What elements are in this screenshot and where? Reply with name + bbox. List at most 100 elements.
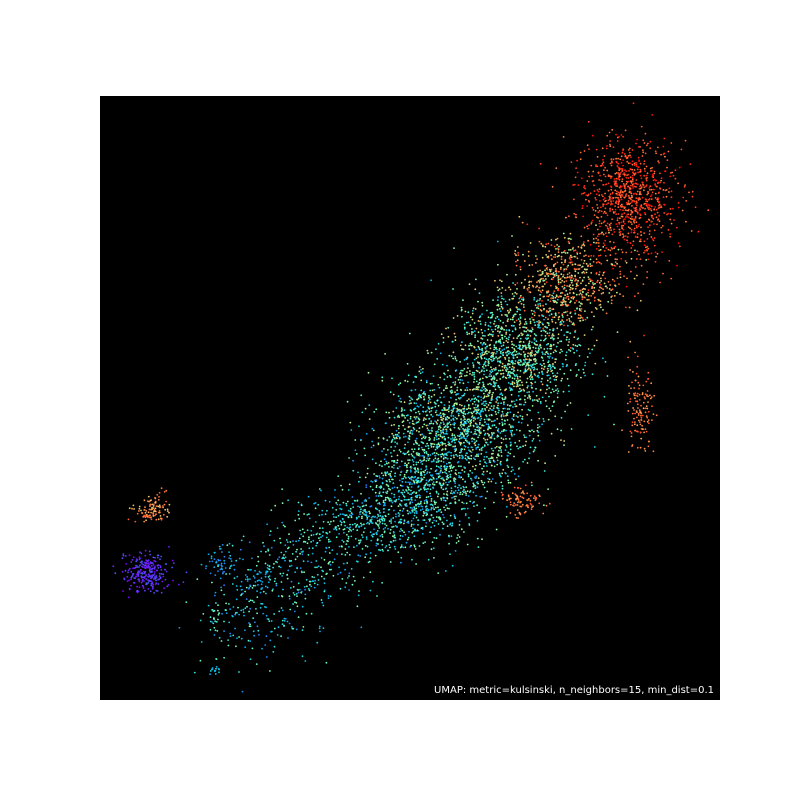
scatter-point — [482, 367, 485, 370]
scatter-point — [625, 261, 628, 264]
scatter-point — [569, 284, 571, 286]
scatter-point — [490, 464, 493, 467]
scatter-point — [466, 432, 469, 435]
scatter-point — [608, 231, 610, 234]
scatter-point — [587, 348, 590, 350]
scatter-point — [504, 423, 506, 425]
scatter-point — [620, 206, 623, 208]
scatter-point — [509, 351, 512, 354]
scatter-point — [491, 355, 493, 358]
scatter-point — [670, 277, 673, 280]
scatter-point — [427, 447, 430, 450]
scatter-point — [539, 278, 542, 281]
scatter-point — [537, 376, 540, 379]
scatter-point — [565, 280, 568, 282]
scatter-point — [321, 535, 324, 537]
scatter-point — [489, 312, 492, 314]
scatter-point — [539, 293, 541, 296]
scatter-point — [495, 356, 497, 358]
scatter-point — [449, 467, 452, 470]
scatter-point — [373, 473, 375, 475]
scatter-point — [358, 525, 360, 528]
scatter-point — [602, 271, 605, 274]
scatter-point — [610, 188, 613, 191]
scatter-point — [475, 398, 478, 401]
scatter-point — [481, 365, 484, 368]
scatter-point — [386, 490, 389, 493]
scatter-point — [654, 197, 657, 199]
scatter-point — [460, 421, 463, 424]
scatter-point — [406, 521, 409, 524]
scatter-point — [599, 165, 602, 167]
scatter-point — [380, 540, 383, 542]
scatter-point — [458, 472, 460, 474]
scatter-point — [561, 377, 563, 380]
scatter-point — [596, 235, 599, 238]
scatter-point — [616, 277, 619, 279]
scatter-point — [499, 369, 502, 372]
scatter-point — [539, 280, 541, 283]
scatter-point — [639, 216, 642, 219]
scatter-point — [537, 400, 539, 403]
scatter-point — [443, 506, 445, 509]
scatter-point — [552, 256, 555, 258]
scatter-point — [478, 379, 481, 381]
scatter-point — [445, 385, 448, 387]
scatter-point — [364, 508, 366, 511]
scatter-point — [577, 317, 580, 320]
scatter-point — [540, 334, 543, 337]
scatter-point — [602, 198, 605, 201]
scatter-point — [504, 335, 506, 338]
scatter-point — [519, 320, 521, 323]
scatter-point — [457, 378, 460, 381]
scatter-point — [448, 406, 450, 409]
scatter-point — [653, 223, 655, 225]
scatter-point — [509, 444, 512, 447]
scatter-point — [523, 353, 526, 356]
scatter-point — [557, 318, 560, 321]
scatter-point — [465, 494, 467, 496]
scatter-point — [466, 490, 469, 493]
scatter-point — [614, 261, 617, 263]
scatter-point — [475, 406, 477, 409]
scatter-point — [321, 513, 323, 516]
scatter-point — [636, 226, 638, 229]
scatter-point — [576, 281, 579, 283]
scatter-point — [463, 323, 466, 326]
scatter-point — [500, 437, 503, 440]
scatter-point — [429, 432, 432, 435]
scatter-point — [424, 436, 427, 438]
scatter-point — [520, 360, 522, 363]
scatter-point — [601, 163, 604, 165]
scatter-point — [531, 352, 533, 354]
scatter-point — [502, 468, 505, 471]
scatter-point — [435, 537, 438, 540]
scatter-point — [416, 405, 419, 407]
scatter-point — [487, 409, 490, 412]
scatter-point — [490, 413, 493, 416]
scatter-point — [530, 309, 533, 312]
scatter-point — [464, 375, 466, 377]
scatter-point — [557, 278, 560, 281]
scatter-point — [404, 481, 407, 483]
scatter-point — [478, 511, 481, 514]
scatter-point — [472, 366, 475, 368]
scatter-point — [564, 294, 566, 297]
scatter-point — [428, 485, 431, 487]
scatter-point — [333, 528, 335, 531]
scatter-point — [677, 182, 679, 185]
scatter-point — [379, 511, 381, 514]
scatter-point — [559, 321, 562, 324]
scatter-point — [488, 333, 491, 336]
scatter-point — [551, 335, 553, 337]
scatter-point — [456, 417, 458, 420]
scatter-point — [510, 431, 513, 434]
scatter-point — [643, 240, 646, 243]
scatter-point — [466, 412, 469, 415]
scatter-point — [454, 370, 457, 372]
scatter-point — [462, 435, 465, 438]
scatter-point — [569, 256, 572, 258]
scatter-point — [644, 152, 647, 155]
scatter-point — [580, 282, 582, 285]
scatter-point — [510, 388, 513, 390]
